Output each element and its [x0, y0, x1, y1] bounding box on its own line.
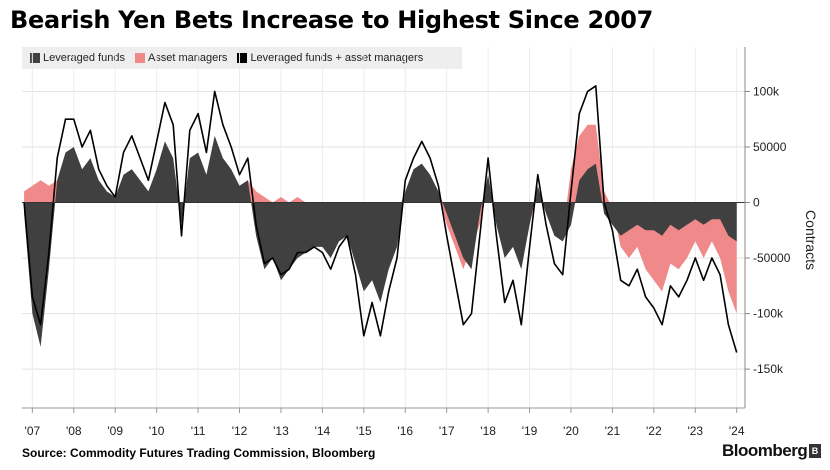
bloomberg-logo-mark-icon: B [809, 444, 821, 458]
y-axis-label: Contracts [803, 210, 819, 270]
area-layer [24, 124, 737, 347]
legend-item-leveraged-funds: Leveraged funds [30, 52, 125, 64]
leveraged-funds-area [24, 135, 737, 347]
line-layer [23, 85, 738, 353]
x-tick-label: '11 [191, 424, 206, 438]
legend-swatch-combined [237, 53, 248, 63]
axis-layer: 100k 50000 0 -50000 -100k -150k '07 '08 '09 '10 '1… [22, 47, 791, 438]
legend-label-leveraged-funds: Leveraged funds [43, 52, 125, 64]
x-tick-label: '09 [107, 424, 123, 438]
y-tick-label: -150k [753, 362, 784, 376]
x-tick-label: '15 [356, 424, 372, 438]
y-tick-label: -50000 [753, 251, 791, 265]
chart-title: Bearish Yen Bets Increase to Highest Sin… [10, 6, 654, 34]
x-tick-label: '22 [646, 424, 662, 438]
legend-label-combined: Leveraged funds + asset managers [250, 52, 424, 64]
x-tick-label: '20 [563, 424, 579, 438]
combined-line [23, 85, 738, 353]
x-tick-label: '10 [149, 424, 165, 438]
x-tick-label: '16 [397, 424, 413, 438]
x-tick-label: '14 [315, 424, 331, 438]
x-tick-label: '08 [66, 424, 82, 438]
x-tick-label: '17 [439, 424, 455, 438]
x-tick-label: '23 [687, 424, 703, 438]
x-tick-label: '13 [273, 424, 289, 438]
x-tick-label: '12 [232, 424, 248, 438]
legend-label-asset-managers: Asset managers [147, 52, 228, 64]
y-tick-label: 50000 [753, 140, 787, 154]
legend-item-combined: Leveraged funds + asset managers [237, 52, 423, 64]
legend-item-asset-managers: Asset managers [134, 52, 228, 64]
chart-legend: Leveraged funds Asset managers Leveraged… [22, 47, 462, 69]
x-tick-label: '07 [25, 424, 41, 438]
x-tick-label: '19 [522, 424, 538, 438]
y-tick-label: 0 [753, 196, 760, 210]
source-note: Source: Commodity Futures Trading Commis… [22, 446, 376, 460]
legend-swatch-asset-managers [134, 53, 145, 63]
y-tick-label: -100k [753, 307, 784, 321]
bloomberg-logo: Bloomberg [722, 441, 808, 460]
y-tick-label: 100k [753, 84, 780, 98]
x-tick-label: '18 [480, 424, 496, 438]
x-tick-label: '24 [729, 424, 745, 438]
x-tick-label: '21 [605, 424, 621, 438]
legend-swatch-leveraged-funds [30, 53, 40, 63]
